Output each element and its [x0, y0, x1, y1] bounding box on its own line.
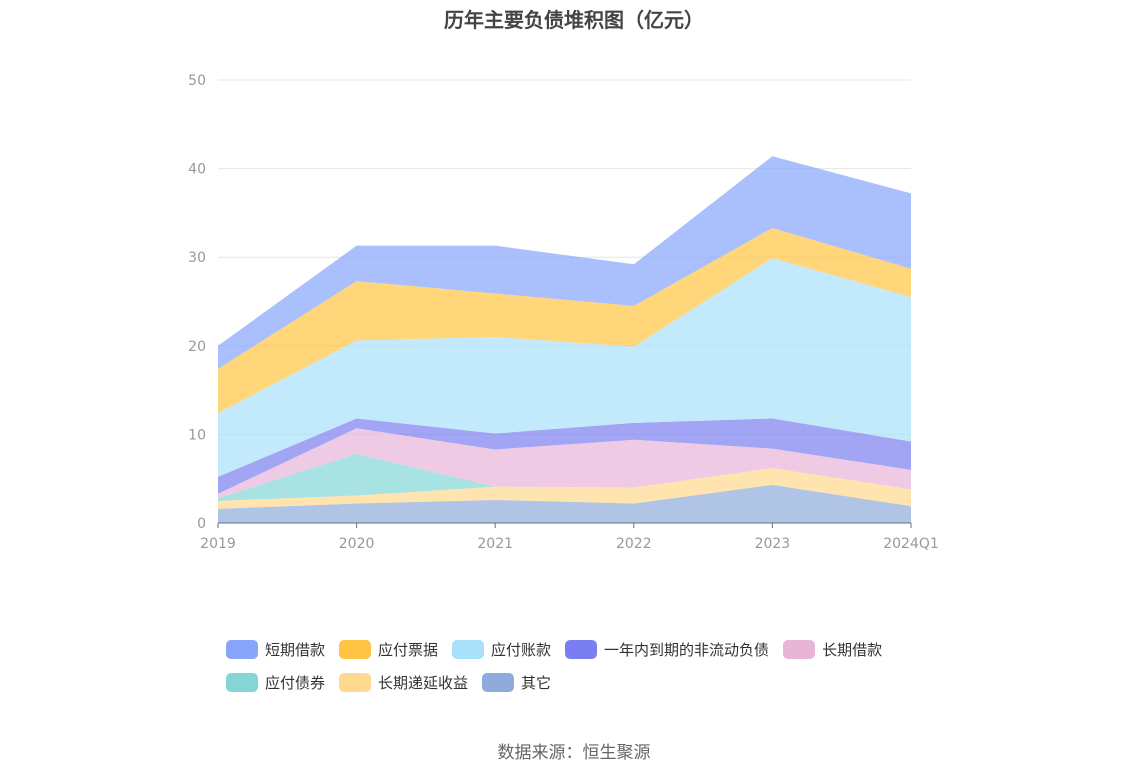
y-tick-label: 0 — [197, 516, 206, 532]
axes: 0 10 20 30 40 50 2019 2020 2021 2022 2023 2024Q1 — [188, 73, 939, 552]
legend-swatch — [226, 639, 258, 659]
legend-item[interactable]: 短期借款 — [226, 638, 325, 660]
area-series-1[interactable] — [218, 468, 911, 509]
area-series-0[interactable] — [218, 484, 911, 523]
x-tick-label: 2019 — [200, 536, 236, 552]
x-tick-label: 2022 — [616, 536, 652, 552]
legend-swatch — [226, 672, 258, 692]
y-tick-label: 50 — [188, 73, 206, 89]
legend-item[interactable]: 应付账款 — [452, 638, 551, 660]
x-tick-label: 2024Q1 — [883, 536, 939, 552]
area-series-5[interactable] — [218, 258, 911, 477]
legend-item[interactable]: 长期借款 — [783, 638, 882, 660]
chart-title: 历年主要负债堆积图（亿元） — [444, 8, 704, 32]
y-tick-label: 30 — [188, 250, 206, 266]
legend-label: 短期借款 — [265, 640, 326, 659]
x-tick-label: 2023 — [755, 536, 791, 552]
legend-swatch — [482, 672, 515, 692]
legend-item[interactable]: 其它 — [482, 671, 551, 693]
legend-swatch — [565, 639, 598, 659]
x-tick-label: 2020 — [339, 536, 375, 552]
legend-swatch — [339, 672, 372, 692]
stacked-area-chart: 0 10 20 30 40 50 2019 2020 2021 2022 2023 2024Q1 — [188, 73, 939, 552]
legend-label: 一年内到期的非流动负债 — [604, 640, 770, 659]
y-tick-label: 20 — [188, 339, 206, 355]
legend-label: 应付债券 — [265, 673, 326, 692]
legend-item[interactable]: 应付票据 — [339, 638, 438, 660]
legend-label: 应付账款 — [491, 640, 552, 659]
area-series-2[interactable] — [218, 453, 911, 501]
legend-label: 长期递延收益 — [378, 673, 469, 692]
legend-item[interactable]: 应付债券 — [226, 671, 325, 693]
area-series-4[interactable] — [218, 418, 911, 494]
legend-label: 其它 — [521, 673, 552, 692]
legend-item[interactable]: 长期递延收益 — [339, 671, 468, 693]
legend: 短期借款 应付票据 应付账款 一年内到期的非流动负债 长期借款应付债券 长期递延收益 其它 — [226, 638, 946, 693]
legend-label: 应付票据 — [378, 640, 439, 659]
legend-item[interactable]: 一年内到期的非流动负债 — [565, 638, 769, 660]
y-tick-label: 40 — [188, 162, 206, 178]
legend-swatch — [452, 639, 485, 659]
legend-swatch — [339, 639, 372, 659]
legend-label: 长期借款 — [822, 640, 883, 659]
legend-swatch — [783, 639, 816, 659]
area-series-3[interactable] — [218, 428, 911, 499]
area-series-6[interactable] — [218, 227, 911, 414]
source-note: 数据来源：恒生聚源 — [497, 743, 651, 763]
x-tick-label: 2021 — [477, 536, 513, 552]
area-series — [218, 156, 911, 523]
y-tick-label: 10 — [188, 427, 206, 443]
area-series-7[interactable] — [218, 156, 911, 369]
